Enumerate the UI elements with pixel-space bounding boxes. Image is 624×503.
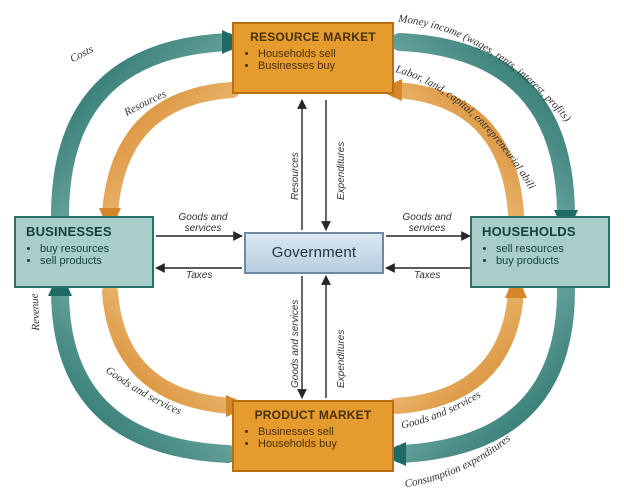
product-market-b1: Businesses sell xyxy=(258,426,382,438)
label-revenue: Revenue xyxy=(28,293,42,332)
label-res-up: Resources xyxy=(290,152,301,200)
label-gs-left: Goods and services xyxy=(168,212,238,234)
node-product-market: PRODUCT MARKET Businesses sell Household… xyxy=(232,400,394,472)
label-taxes-left: Taxes xyxy=(186,270,212,281)
label-exp-down: Expenditures xyxy=(336,330,347,388)
node-businesses: BUSINESSES buy resources sell products xyxy=(14,216,154,288)
resource-market-title: RESOURCE MARKET xyxy=(244,30,382,44)
households-title: HOUSEHOLDS xyxy=(482,224,598,239)
node-resource-market: RESOURCE MARKET Households sell Business… xyxy=(232,22,394,94)
product-market-b2: Households buy xyxy=(258,438,382,450)
resource-market-b2: Businesses buy xyxy=(258,60,382,72)
label-exp-up: Expenditures xyxy=(336,142,347,200)
government-title: Government xyxy=(272,244,357,261)
label-gs-down: Goods and services xyxy=(290,300,301,388)
households-b2: buy products xyxy=(496,255,598,267)
product-market-title: PRODUCT MARKET xyxy=(244,408,382,422)
label-costs: Costs xyxy=(68,43,95,65)
households-b1: sell resources xyxy=(496,243,598,255)
node-households: HOUSEHOLDS sell resources buy products xyxy=(470,216,610,288)
businesses-b2: sell products xyxy=(40,255,142,267)
resource-market-b1: Households sell xyxy=(258,48,382,60)
businesses-b1: buy resources xyxy=(40,243,142,255)
businesses-title: BUSINESSES xyxy=(26,224,142,239)
label-taxes-right: Taxes xyxy=(414,270,440,281)
label-gs-right: Goods and services xyxy=(392,212,462,234)
node-government: Government xyxy=(244,232,384,274)
